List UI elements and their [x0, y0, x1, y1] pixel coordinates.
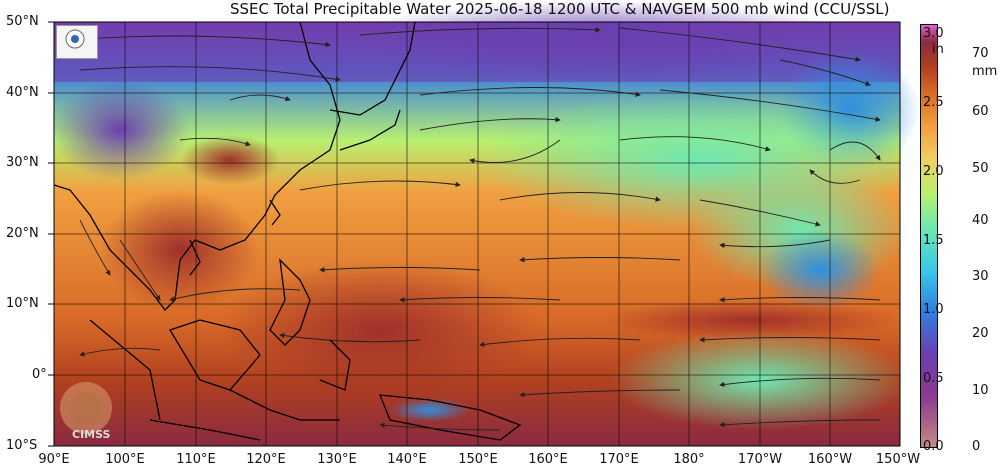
lon-label: 120°E — [246, 452, 286, 467]
lat-label: 30°N — [6, 155, 39, 170]
lon-label: 170°W — [737, 452, 783, 467]
colorbar-in-tick: 1.5 — [923, 233, 944, 248]
lon-label: 150°W — [875, 452, 921, 467]
graticule — [54, 22, 900, 446]
lat-label: 50°N — [6, 14, 39, 29]
coastlines — [53, 21, 522, 441]
lon-label: 100°E — [105, 452, 145, 467]
colorbar-mm-tick: 70 — [972, 46, 989, 61]
cimss-logo — [56, 380, 126, 442]
colorbar-mm-tick: 0 — [972, 439, 981, 454]
lon-label: 90°E — [38, 452, 70, 467]
lat-label: 10°N — [6, 296, 39, 311]
lon-label: 140°E — [387, 452, 427, 467]
colorbar-unit-in: in — [932, 42, 944, 57]
lon-label: 160°E — [528, 452, 568, 467]
colorbar-mm-tick: 20 — [972, 326, 989, 341]
lat-label: 0° — [32, 367, 47, 382]
lat-label: 20°N — [6, 226, 39, 241]
lon-label: 170°E — [599, 452, 639, 467]
colorbar-mm-tick: 40 — [972, 213, 989, 228]
colorbar — [920, 24, 938, 448]
colorbar-unit-mm: mm — [972, 64, 998, 79]
cimss-logo-text: CIMSS — [72, 428, 111, 441]
colorbar-in-tick: 2.5 — [923, 95, 944, 110]
colorbar-mm-tick: 30 — [972, 269, 989, 284]
lon-label: 130°E — [317, 452, 357, 467]
colorbar-in-tick: 2.0 — [923, 164, 944, 179]
colorbar-mm-tick: 10 — [972, 383, 989, 398]
ssl-logo — [56, 25, 98, 59]
colorbar-in-tick: 0.0 — [923, 439, 944, 454]
lon-label: 160°W — [807, 452, 853, 467]
wind-streamlines — [69, 27, 881, 431]
colorbar-mm-tick: 50 — [972, 161, 989, 176]
lon-label: 150°E — [458, 452, 498, 467]
lon-label: 180° — [673, 452, 705, 467]
lon-label: 110°E — [176, 452, 216, 467]
map-title: SSEC Total Precipitable Water 2025-06-18… — [230, 0, 890, 18]
colorbar-mm-tick: 60 — [972, 104, 989, 119]
lat-label: 40°N — [6, 85, 39, 100]
lat-label: 10°S — [6, 438, 38, 453]
colorbar-in-tick: 0.5 — [923, 371, 944, 386]
colorbar-in-tick: 3.0 — [923, 26, 944, 41]
colorbar-in-tick: 1.0 — [923, 302, 944, 317]
